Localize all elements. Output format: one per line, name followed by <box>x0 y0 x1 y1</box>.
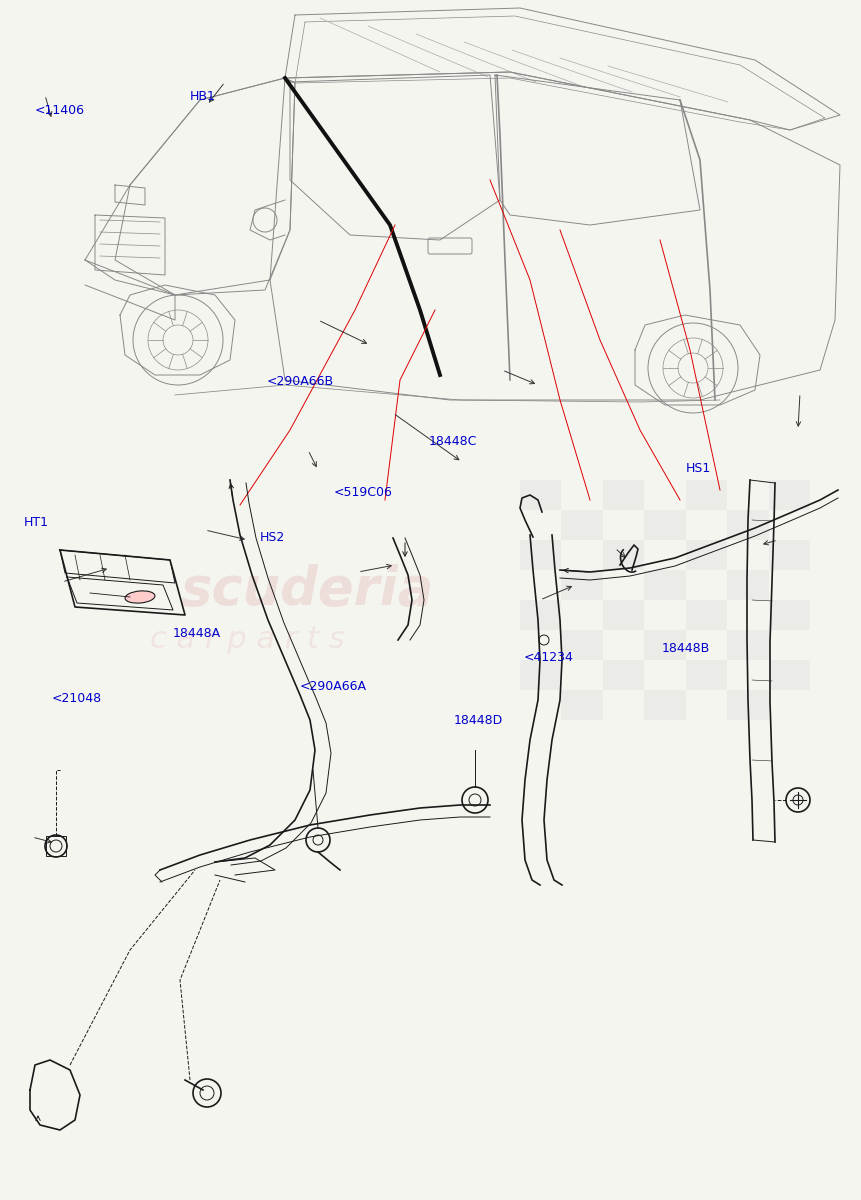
Ellipse shape <box>125 590 155 604</box>
Bar <box>769 660 810 690</box>
Bar <box>603 600 644 630</box>
Text: <41234: <41234 <box>523 652 573 664</box>
Bar <box>644 510 685 540</box>
Text: c a r p a r t s: c a r p a r t s <box>150 625 344 654</box>
Bar <box>644 690 685 720</box>
Text: <290A66B: <290A66B <box>267 376 334 388</box>
Text: <21048: <21048 <box>52 692 102 704</box>
Bar <box>561 690 603 720</box>
Bar <box>561 510 603 540</box>
Bar <box>603 480 644 510</box>
Bar <box>728 510 769 540</box>
Bar <box>520 660 561 690</box>
Bar <box>603 660 644 690</box>
Text: scuderia: scuderia <box>180 564 433 616</box>
Text: 18448D: 18448D <box>454 714 503 726</box>
Text: HS1: HS1 <box>685 462 710 474</box>
Bar <box>644 570 685 600</box>
Bar <box>685 660 728 690</box>
Bar <box>769 480 810 510</box>
Bar <box>728 630 769 660</box>
Text: 18448C: 18448C <box>429 436 477 448</box>
Bar <box>685 600 728 630</box>
Bar <box>603 540 644 570</box>
Text: <519C06: <519C06 <box>334 486 393 498</box>
Text: HT1: HT1 <box>24 516 49 528</box>
Bar <box>769 540 810 570</box>
Bar <box>520 600 561 630</box>
Text: HB1: HB1 <box>189 90 215 102</box>
Bar <box>46 836 66 856</box>
Bar <box>685 480 728 510</box>
Text: 18448A: 18448A <box>172 628 220 640</box>
Bar <box>520 480 561 510</box>
Text: HS2: HS2 <box>260 532 285 544</box>
Bar <box>685 540 728 570</box>
Bar <box>561 570 603 600</box>
Bar <box>728 690 769 720</box>
Text: <11406: <11406 <box>34 104 84 116</box>
Text: 18448B: 18448B <box>661 642 709 654</box>
Bar <box>644 630 685 660</box>
Bar <box>728 570 769 600</box>
Bar <box>520 540 561 570</box>
Bar <box>561 630 603 660</box>
Bar <box>769 600 810 630</box>
Text: <290A66A: <290A66A <box>300 680 367 692</box>
